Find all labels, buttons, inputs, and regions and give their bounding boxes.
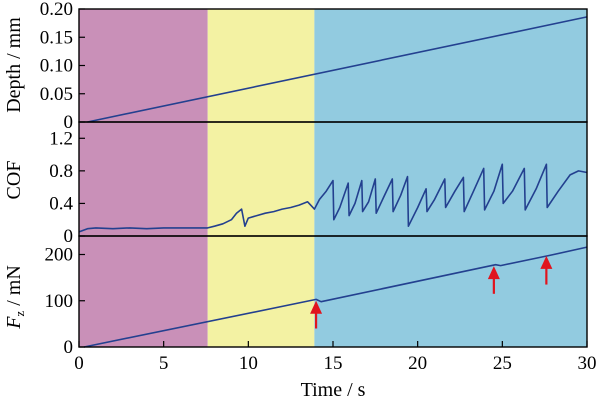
y-tick-label: 0.4 — [49, 193, 73, 214]
y-tick-label: 0.20 — [40, 0, 73, 20]
series-line-2-1 — [78, 163, 588, 233]
y-tick-label: 100 — [45, 291, 74, 312]
force-axis-subscript: z — [12, 311, 27, 317]
x-tick-label: 10 — [239, 353, 258, 374]
x-tick-label: 25 — [493, 353, 512, 374]
panel-normal-force: 0 100 200 — [45, 245, 588, 358]
depth-axis-label: Depth / mm — [3, 17, 25, 113]
event-arrow-3 — [540, 255, 553, 285]
stage-band-1 — [79, 9, 208, 347]
stage-backgrounds — [79, 9, 587, 347]
x-axis-label: Time / s — [301, 379, 366, 401]
y-tick-label: 0.10 — [40, 56, 73, 77]
series-line-3-1 — [83, 246, 588, 348]
y-tick-label: 0.05 — [40, 84, 73, 105]
event-arrows — [310, 255, 553, 329]
panel-depth: 0 0.05 0.10 0.15 0.20 — [40, 0, 588, 133]
x-tick-label: 5 — [159, 353, 169, 374]
x-tick-label: 0 — [74, 353, 84, 374]
y-tick-label: 1.2 — [49, 128, 73, 149]
y-tick-label: 0.8 — [49, 161, 73, 182]
y-tick-label: 0.15 — [40, 27, 73, 48]
event-arrow-1 — [310, 300, 323, 329]
force-axis-label: Fz / mN — [3, 265, 27, 330]
event-arrow-2 — [487, 266, 500, 294]
cof-axis-label: COF — [3, 161, 25, 200]
x-tick-label: 20 — [408, 353, 427, 374]
x-tick-label: 30 — [578, 353, 597, 374]
force-axis-symbol: F — [3, 316, 25, 330]
stage-band-2 — [207, 9, 315, 347]
x-tick-label: 15 — [324, 353, 343, 374]
force-axis-unit: / mN — [3, 265, 25, 311]
x-axis-ticks: 0 5 10 15 20 25 30 — [74, 341, 597, 374]
panel-cof: 0 0.4 0.8 1.2 — [49, 128, 588, 247]
series-line-1-1 — [87, 16, 588, 123]
y-tick-label: 200 — [45, 245, 74, 266]
y-tick-label: 0 — [64, 337, 74, 358]
y-tick-label: 0 — [64, 226, 74, 247]
y-tick-label: 0 — [64, 112, 74, 133]
